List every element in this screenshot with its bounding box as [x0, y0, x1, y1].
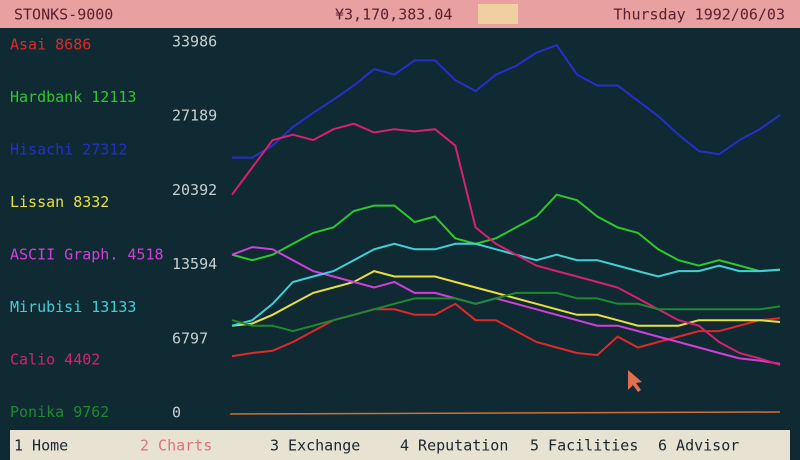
app-title: STONKS-9000 [14, 6, 113, 24]
legend-entry: Hardbank 12113 [10, 88, 136, 106]
legend-entry: Ponika 9762 [10, 403, 109, 421]
menu-item[interactable]: 4 Reputation [400, 437, 508, 455]
top-bar [0, 0, 800, 28]
menu-item[interactable]: 6 Advisor [658, 437, 739, 455]
money: ¥3,170,383.04 [335, 6, 452, 24]
menu-item[interactable]: 1 Home [14, 437, 68, 455]
series-line [231, 302, 781, 358]
legend-entry: Calio 4402 [10, 351, 100, 369]
menu-bar [10, 430, 790, 460]
y-tick-label: 20392 [172, 181, 217, 199]
y-tick-label: 13594 [172, 255, 217, 273]
menu-item[interactable]: 2 Charts [140, 437, 212, 455]
series-line [231, 193, 781, 273]
legend-entry: ASCII Graph. 4518 [10, 246, 164, 264]
series-line [231, 122, 781, 366]
y-tick-label: 6797 [172, 329, 208, 347]
series-line [231, 242, 781, 327]
baseline [229, 411, 781, 415]
menu-item[interactable]: 5 Facilities [530, 437, 638, 455]
y-tick-label: 27189 [172, 107, 217, 125]
series-line [232, 43, 781, 159]
series-line [231, 291, 781, 333]
menu-item[interactable]: 3 Exchange [270, 437, 360, 455]
legend-entry: Mirubisi 13133 [10, 298, 136, 316]
legend-entry: Lissan 8332 [10, 193, 109, 211]
y-tick-label: 0 [172, 404, 181, 422]
date: Thursday 1992/06/03 [613, 6, 785, 24]
legend-entry: Hisachi 27312 [10, 141, 127, 159]
legend-entry: Asai 8686 [10, 36, 91, 54]
top-bar-block [478, 4, 518, 24]
cursor [628, 370, 642, 392]
y-tick-label: 33986 [172, 33, 217, 51]
